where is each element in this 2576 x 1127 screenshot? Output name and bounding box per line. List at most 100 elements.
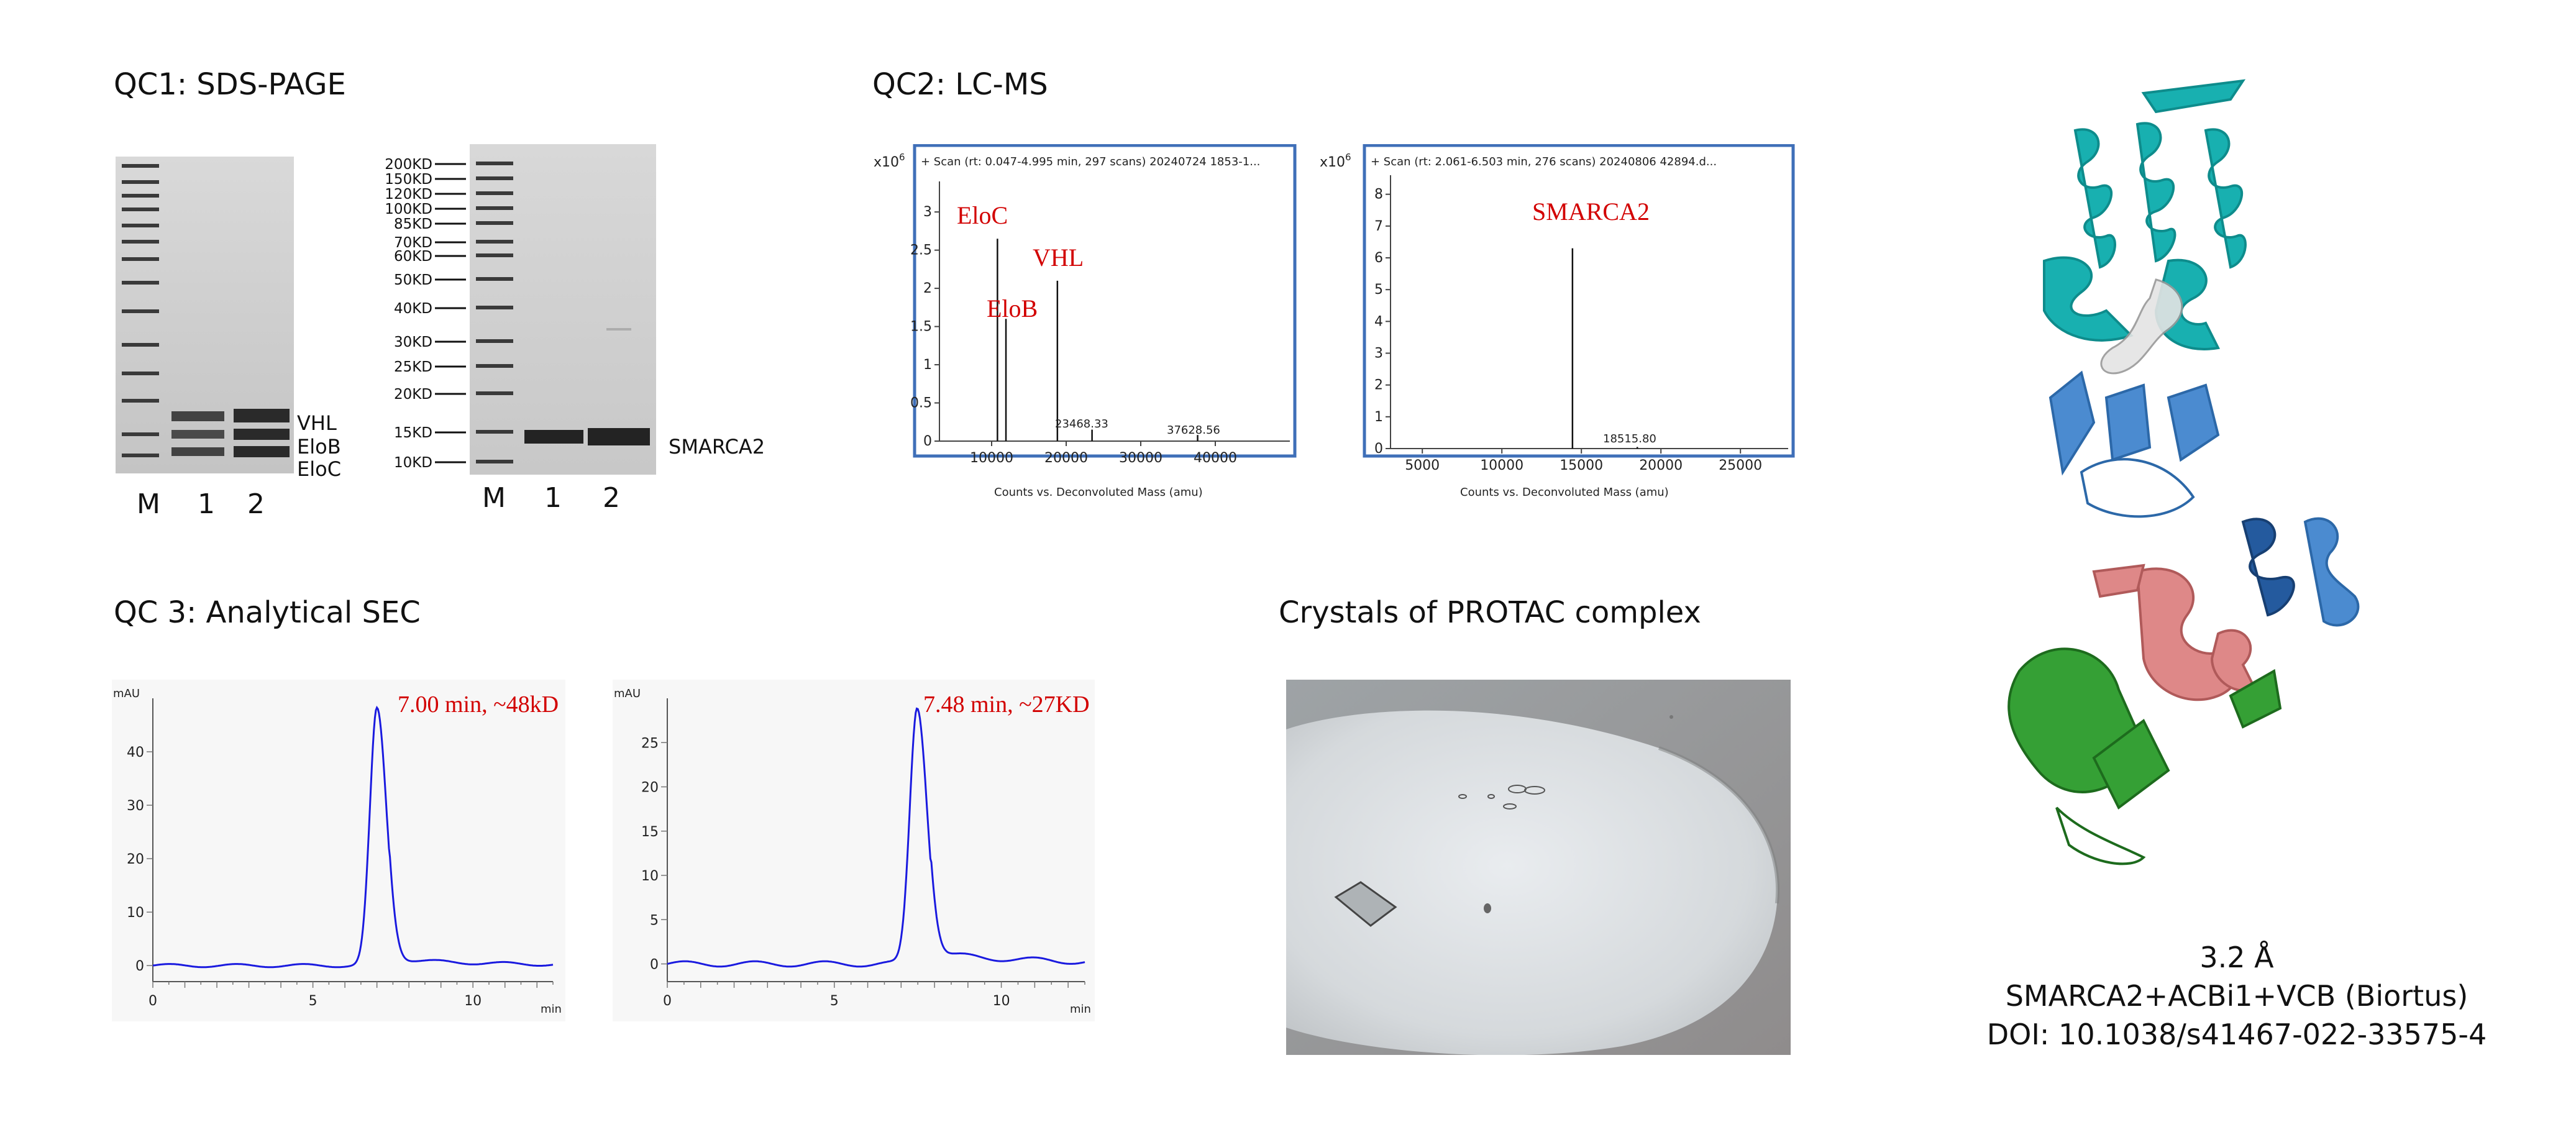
ms1-xtick-label: 40000 — [1194, 450, 1237, 466]
gel-2-ladder — [476, 162, 513, 463]
ms1-ytick-label: 1 — [923, 357, 932, 373]
ms2-xtick-label: 25000 — [1719, 458, 1762, 473]
marker-25: 25KD — [394, 359, 432, 375]
svg-text:x106: x106 — [874, 152, 905, 170]
gel-2-band-smarca2: SMARCA2 — [669, 435, 765, 459]
gel-1-svg — [116, 157, 294, 473]
marker-10: 10KD — [394, 455, 432, 471]
sec-2-ylabel: mAU — [614, 687, 641, 700]
qc3-title: QC 3: Analytical SEC — [114, 595, 421, 630]
ms-2-minor-label: 18515.80 — [1603, 432, 1656, 445]
sec-2-annotation: 7.48 min, ~27KD — [923, 691, 1090, 718]
sds-gel-2 — [470, 144, 656, 475]
gel-2-svg — [470, 144, 656, 475]
sec2-ytick-label: 5 — [650, 913, 659, 928]
ms-chart-2: x106 + Scan (rt: 2.061-6.503 min, 276 sc… — [1317, 144, 1802, 517]
sec2-ytick-label: 0 — [650, 957, 659, 973]
sec1-xtick-label: 10 — [464, 993, 482, 1009]
sec-chart-1: mAU 0 5 10 0 10 20 30 40 7.00 min, ~48kD min — [112, 680, 565, 1021]
ms-2-peak-label-smarca2: SMARCA2 — [1532, 198, 1650, 226]
ms1-ytick-label: 2 — [923, 281, 932, 296]
ms-1-peak-label-vhl: VHL — [1033, 244, 1084, 271]
gel-1-lane-m: M — [137, 488, 160, 520]
sec1-xtick-label: 0 — [148, 993, 157, 1009]
ms2-xtick-label: 10000 — [1480, 458, 1523, 473]
sec-chart-2-svg: mAU 0 5 10 0 5 10 15 20 25 7.48 min, ~27KD min — [614, 687, 1091, 1016]
ms-chart-2-svg: x106 + Scan (rt: 2.061-6.503 min, 276 sc… — [1320, 144, 1795, 499]
ms-1-minor-label-1: 23468.33 — [1055, 417, 1108, 431]
gel-1-band-vhl: VHL — [297, 411, 337, 435]
ms-2-header: + Scan (rt: 2.061-6.503 min, 276 scans) … — [1371, 155, 1717, 168]
gel-2-marker-labels: 200KD 150KD 120KD 100KD 85KD 70KD 60KD 5… — [373, 149, 472, 478]
sec-1-xunit: min — [541, 1003, 562, 1016]
sec2-ytick-label: 20 — [641, 780, 659, 796]
sec2-ytick-label: 25 — [641, 736, 659, 751]
gel-2-lane-1: 1 — [544, 482, 562, 514]
marker-20: 20KD — [394, 386, 432, 403]
marker-15: 15KD — [394, 425, 432, 441]
sec1-ytick-label: 30 — [127, 798, 144, 814]
ms1-xtick-label: 20000 — [1044, 450, 1088, 466]
sec1-ytick-label: 20 — [127, 852, 144, 867]
protein-structure — [1982, 75, 2429, 919]
marker-100: 100KD — [385, 201, 432, 217]
ms2-ytick-label: 8 — [1374, 187, 1383, 203]
ms2-ytick-label: 2 — [1374, 378, 1383, 393]
ms-chart-1-svg: x106 + Scan (rt: 0.047-4.995 min, 297 sc… — [874, 144, 1297, 499]
blue-domain — [2048, 370, 2360, 627]
sec1-ytick-label: 0 — [135, 959, 144, 974]
sec2-ytick-label: 10 — [641, 869, 659, 884]
sec-1-trace — [152, 705, 554, 969]
sec2-xtick-label: 10 — [993, 993, 1010, 1009]
marker-85: 85KD — [394, 216, 432, 232]
sec1-xtick-label: 5 — [309, 993, 317, 1009]
ms1-ytick-label: 0.5 — [910, 396, 932, 411]
ms2-ytick-label: 0 — [1374, 441, 1383, 457]
ms1-ytick-label: 2.5 — [910, 243, 932, 258]
ms2-ytick-label: 5 — [1374, 282, 1383, 298]
sec1-ytick-label: 40 — [127, 745, 144, 760]
ms1-xtick-label: 30000 — [1119, 450, 1162, 466]
marker-150: 150KD — [385, 171, 432, 188]
ms2-xtick-label: 20000 — [1639, 458, 1683, 473]
ms2-ytick-label: 4 — [1374, 314, 1383, 329]
protein-structure-svg — [2007, 79, 2360, 865]
ms1-ytick-label: 3 — [923, 204, 932, 220]
marker-40: 40KD — [394, 301, 432, 317]
gel-1-lane-2: 2 — [247, 488, 265, 520]
gel-2-bands — [524, 428, 650, 445]
sec1-ytick-label: 10 — [127, 905, 144, 921]
gel-1-band-eloc: EloC — [297, 457, 342, 481]
marker-120: 120KD — [385, 186, 432, 203]
sds-gel-1 — [116, 157, 294, 473]
crystals-title: Crystals of PROTAC complex — [1279, 595, 1701, 630]
sec2-xtick-label: 0 — [663, 993, 672, 1009]
structure-caption: 3.2 Å SMARCA2+ACBi1+VCB (Biortus) DOI: 1… — [1926, 938, 2547, 1054]
sec-2-xunit: min — [1070, 1003, 1091, 1016]
ms2-ytick-label: 7 — [1374, 219, 1383, 234]
ms2-ytick-label: 1 — [1374, 409, 1383, 425]
crystal-photo-svg — [1286, 680, 1791, 1056]
structure-complex: SMARCA2+ACBi1+VCB (Biortus) — [2005, 979, 2469, 1013]
sec-1-ylabel: mAU — [113, 687, 140, 700]
ms1-ytick-label: 0 — [923, 434, 932, 449]
ms-1-peak-label-elob: EloB — [987, 294, 1038, 322]
marker-50: 50KD — [394, 272, 432, 288]
ms-2-xlabel: Counts vs. Deconvoluted Mass (amu) — [1460, 486, 1669, 499]
crystal-shapes — [1334, 715, 1673, 927]
marker-60: 60KD — [394, 249, 432, 265]
ms1-xtick-label: 10000 — [970, 450, 1013, 466]
sec2-xtick-label: 5 — [830, 993, 839, 1009]
qc1-title: QC1: SDS-PAGE — [114, 67, 346, 102]
ms-chart-1: x106 + Scan (rt: 0.047-4.995 min, 297 sc… — [870, 144, 1299, 517]
gel-2-lane-2: 2 — [603, 482, 620, 514]
green-domain — [2007, 647, 2282, 865]
qc2-title: QC2: LC-MS — [872, 67, 1048, 102]
crystal-photo — [1286, 680, 1791, 1056]
ms2-ytick-label: 3 — [1374, 346, 1383, 362]
gel-1-bands — [171, 409, 290, 457]
sec-chart-1-svg: mAU 0 5 10 0 10 20 30 40 7.00 min, ~48kD min — [113, 687, 562, 1016]
svg-text:x106: x106 — [1320, 152, 1351, 170]
sec-1-annotation: 7.00 min, ~48kD — [398, 691, 559, 718]
sec-chart-2: mAU 0 5 10 0 5 10 15 20 25 7.48 min, ~27KD min — [613, 680, 1095, 1021]
